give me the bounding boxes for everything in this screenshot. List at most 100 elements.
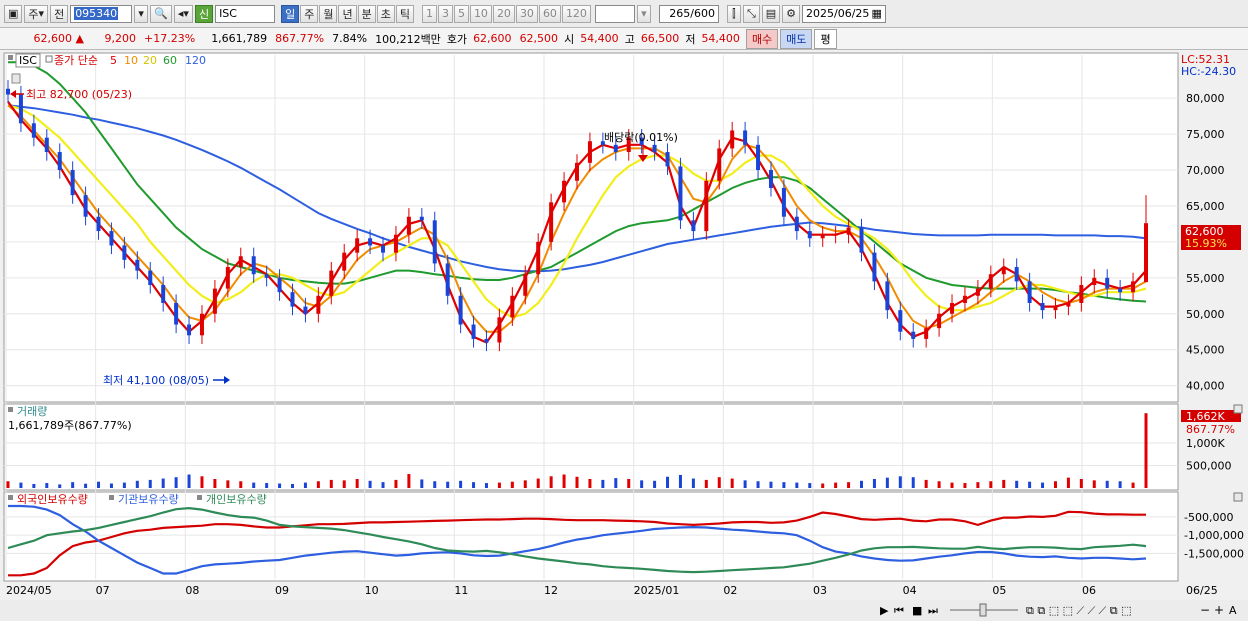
volume-bar [523, 480, 527, 488]
auto-scale-icon[interactable]: A [1229, 604, 1237, 617]
legend-ma5[interactable]: 5 [110, 54, 117, 67]
candle-body [471, 324, 476, 339]
sell-button[interactable]: 매도 [780, 28, 813, 49]
volume-title[interactable]: 거래량 [17, 405, 47, 418]
candlesticks [6, 80, 1148, 352]
zoom-out-icon[interactable]: − [1200, 603, 1210, 617]
tab-second[interactable]: 초 [376, 4, 395, 23]
scroll-grip-icon[interactable] [11, 73, 21, 84]
candle-type-icon[interactable]: ⫿ [726, 4, 741, 23]
candle-body [1131, 281, 1136, 293]
candle-body [820, 234, 825, 239]
high-price: 66,500 [640, 32, 680, 45]
holdings-marker [8, 495, 13, 500]
save-icon[interactable]: ▤ [761, 4, 781, 23]
tab-day[interactable]: 일 [281, 4, 300, 23]
stock-name-input[interactable]: ISC [215, 4, 276, 23]
holdings-legend-individual[interactable]: 개인보유수량 [206, 493, 267, 506]
volume-bar [885, 477, 889, 488]
forward-icon[interactable]: ⏭ [928, 604, 938, 617]
zoom-in-icon[interactable]: + [1214, 603, 1224, 617]
dividend-annotation-text: 배당락(0.01%) [604, 131, 678, 144]
legend-ma10[interactable]: 10 [124, 54, 138, 67]
candle-body [406, 216, 411, 235]
volume-y-tick: 1,000K [1186, 437, 1225, 450]
volume-bar [795, 482, 799, 488]
count-input[interactable]: 265/600 [658, 4, 719, 23]
chevron-down-icon[interactable]: ▾ [636, 4, 651, 23]
tab-tick[interactable]: 틱 [395, 4, 414, 23]
minute-option-1[interactable]: 1 [421, 4, 437, 23]
average-button[interactable]: 평 [814, 28, 837, 49]
candle-body [1027, 281, 1032, 303]
high-label: 고 [624, 32, 635, 46]
stock-code-input[interactable]: 095340 [70, 4, 133, 23]
candle-body [549, 202, 554, 242]
chevron-down-icon[interactable]: ▾ [134, 4, 149, 23]
holdings-legend-foreign[interactable]: 외국인보유수량 [17, 493, 88, 506]
legend-toggle[interactable] [45, 55, 53, 63]
layout-icon[interactable]: ▣ [4, 4, 23, 23]
legend-name-box[interactable] [15, 53, 41, 68]
volume-bar [1144, 413, 1148, 488]
tool-icons[interactable]: ⧉ ⧉ ⬚ ⬚ ⟋ ⟋ ⟋ ⧉ ⬚ [1026, 604, 1131, 617]
date-input[interactable]: 2025/06/25 ▦ [802, 4, 887, 23]
tab-month[interactable]: 월 [319, 4, 338, 23]
candle-body [1040, 302, 1045, 311]
volume-bar [161, 478, 165, 488]
minute-option-30[interactable]: 30 [515, 4, 538, 23]
buy-button[interactable]: 매수 [745, 28, 779, 49]
draw-tool-icon[interactable]: ⤡ [742, 4, 760, 23]
minute-option-3[interactable]: 3 [437, 4, 453, 23]
calendar-icon[interactable]: ▦ [871, 7, 882, 20]
volume-bar [782, 482, 786, 488]
credit-badge[interactable]: 신 [194, 4, 214, 23]
candle-body [290, 292, 295, 307]
stop-icon[interactable]: ■ [912, 604, 922, 617]
trade-amount: 100,212백만 [375, 32, 441, 46]
candle-body [1001, 267, 1006, 275]
volume-bar [549, 476, 553, 488]
minute-option-60[interactable]: 60 [538, 4, 561, 23]
minute-option-5[interactable]: 5 [453, 4, 469, 23]
volume-bar [808, 483, 812, 488]
low-annotation-text: 최저 41,100 (08/05) [103, 374, 209, 387]
candle-body [122, 245, 127, 260]
navigation-bar [0, 600, 1248, 621]
candle-body [872, 252, 877, 282]
minute-option-20[interactable]: 20 [492, 4, 515, 23]
scroll-right-icon[interactable]: ▶ [880, 604, 889, 617]
candle-body [781, 187, 786, 217]
rewind-icon[interactable]: ⏮ [894, 604, 904, 617]
volume-bar [730, 478, 734, 488]
minute-option-10[interactable]: 10 [469, 4, 492, 23]
candle-body [96, 216, 101, 232]
speaker-icon[interactable]: ◂▾ [173, 4, 193, 23]
volume-bar [109, 483, 113, 488]
price-y-tick: 50,000 [1186, 308, 1225, 321]
zoom-slider-handle[interactable] [979, 603, 987, 617]
candle-body [342, 252, 347, 271]
search-icon[interactable]: 🔍 [150, 4, 172, 23]
price-change: 9,200 [104, 32, 137, 45]
stock-chart[interactable]: 80,00075,00070,00065,00060,00055,00050,0… [0, 51, 1248, 621]
tab-week[interactable]: 주 [300, 4, 319, 23]
legend-ma20[interactable]: 20 [143, 54, 157, 67]
volume-bar [666, 476, 670, 488]
compare-button[interactable]: 전 [50, 4, 69, 23]
legend-ma120[interactable]: 120 [185, 54, 206, 67]
x-tick-label: 07 [96, 584, 110, 597]
holdings-panel-close-icon[interactable] [1233, 492, 1243, 502]
price-y-tick: 45,000 [1186, 344, 1225, 357]
candle-body [458, 295, 463, 325]
tab-minute[interactable]: 분 [357, 4, 376, 23]
tab-year[interactable]: 년 [338, 4, 357, 23]
period-select[interactable]: 주 ▾ [24, 4, 49, 23]
holdings-legend-institution[interactable]: 기관보유수량 [118, 493, 179, 506]
gear-icon[interactable]: ⚙ [782, 4, 801, 23]
custom-period-input[interactable] [594, 4, 635, 23]
candle-body [911, 331, 916, 339]
legend-ma60[interactable]: 60 [163, 54, 177, 67]
minute-option-120[interactable]: 120 [561, 4, 591, 23]
volume-panel-close-icon[interactable] [1233, 404, 1243, 414]
